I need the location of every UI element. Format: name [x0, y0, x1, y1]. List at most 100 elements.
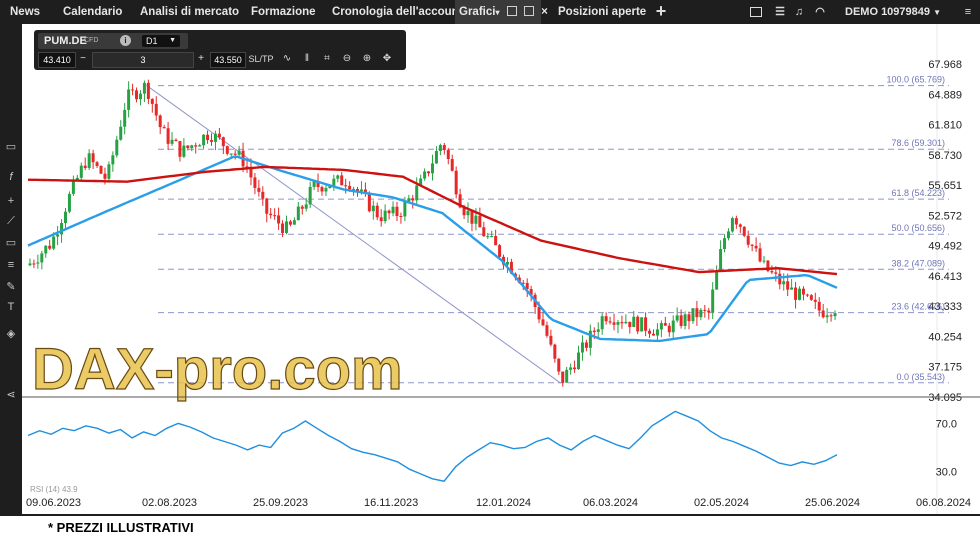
- text-icon[interactable]: T: [7, 301, 15, 313]
- drawing-icon[interactable]: ⌗: [324, 53, 330, 64]
- x-tick-label: 02.05.2024: [694, 497, 749, 509]
- candle-body: [423, 171, 427, 179]
- function-icon[interactable]: f: [9, 171, 13, 183]
- candle-body: [257, 187, 261, 192]
- bell-icon[interactable]: ♫: [794, 6, 804, 18]
- tab-posizioni-aperte[interactable]: Posizioni aperte: [558, 6, 647, 18]
- fibonacci-icon[interactable]: ≡: [7, 259, 15, 271]
- candle-body: [210, 140, 214, 142]
- candle-body: [253, 177, 257, 188]
- candle-body: [687, 314, 691, 322]
- minus-icon[interactable]: −: [80, 53, 86, 64]
- trendline-icon[interactable]: ⟋: [7, 215, 15, 227]
- candle-body: [498, 245, 502, 257]
- y-tick-label: 61.810: [928, 120, 962, 132]
- candle-body: [411, 198, 415, 201]
- chart-area[interactable]: 67.968 64.889 61.810 58.730 55.651 52.572 49.4…: [22, 24, 980, 514]
- account-info[interactable]: DEMO 10979849 ▼: [845, 0, 941, 24]
- oscillator-tick-label: 30.0: [936, 467, 957, 479]
- divider: [0, 514, 980, 516]
- sltp-button[interactable]: SL/TP: [248, 54, 274, 64]
- symbol-selector[interactable]: PUM.DE CFD i D1 ▼: [38, 33, 188, 49]
- candle-body: [719, 249, 723, 271]
- indicator-icon[interactable]: ǁ: [304, 53, 310, 64]
- price-chart[interactable]: 67.968 64.889 61.810 58.730 55.651 52.572 49.4…: [22, 24, 980, 514]
- candle-body: [296, 206, 300, 221]
- zoom-out-icon[interactable]: ⊖: [342, 53, 352, 64]
- crosshair-icon[interactable]: ✥: [382, 53, 392, 64]
- candle-body: [580, 342, 584, 353]
- popout-icon[interactable]: [506, 6, 517, 16]
- zoom-in-icon[interactable]: ⊕: [362, 53, 372, 64]
- oscillator-label: RSI (14) 43.9: [30, 485, 78, 494]
- candle-body: [502, 256, 506, 265]
- candle-body: [442, 145, 446, 150]
- share-icon[interactable]: ⋖: [6, 389, 16, 401]
- tab-news[interactable]: News: [10, 6, 41, 18]
- candle-body: [742, 226, 746, 236]
- candle-body: [75, 177, 79, 180]
- candle-body: [537, 307, 541, 320]
- brush-icon[interactable]: ✎: [6, 281, 16, 293]
- hamburger-icon[interactable]: ≡: [964, 6, 972, 18]
- candle-body: [312, 181, 316, 187]
- timeframe-selector[interactable]: D1 ▼: [142, 35, 180, 47]
- disclaimer-text: * PREZZI ILLUSTRATIVI: [48, 520, 194, 535]
- fib-level-label: 50.0 (50.656): [891, 223, 945, 233]
- tab-grafici-label: Grafici: [459, 6, 496, 18]
- buy-button[interactable]: 43.550: [210, 52, 246, 68]
- candle-body: [723, 238, 727, 250]
- plus-icon[interactable]: +: [198, 53, 204, 64]
- candle-body: [577, 352, 581, 370]
- candle-body: [71, 179, 75, 194]
- candle-body: [509, 261, 513, 274]
- candle-body: [67, 193, 71, 212]
- candle-body: [545, 325, 549, 336]
- settings-sliders-icon[interactable]: ☰: [775, 6, 785, 18]
- candle-body: [170, 139, 174, 144]
- candle-body: [490, 236, 494, 238]
- candle-body: [99, 165, 103, 174]
- tab-cronologia-account[interactable]: Cronologia dell'account: [332, 6, 463, 18]
- candle-body: [142, 82, 146, 94]
- quantity-input[interactable]: 3: [92, 52, 194, 68]
- x-tick-label: 25.09.2023: [253, 497, 308, 509]
- candle-body: [695, 308, 699, 318]
- info-icon[interactable]: i: [120, 35, 131, 46]
- rectangle-icon[interactable]: ▭: [5, 237, 17, 249]
- candle-body: [561, 371, 565, 383]
- candle-body: [249, 166, 253, 178]
- candle-body: [56, 234, 60, 237]
- fib-level-label: 61.8 (54.223): [891, 188, 945, 198]
- candle-body: [150, 98, 154, 104]
- monitor-icon[interactable]: ▭: [5, 141, 17, 153]
- tab-formazione[interactable]: Formazione: [251, 6, 316, 18]
- candle-body: [328, 185, 332, 189]
- candle-body: [494, 236, 498, 246]
- candle-body: [683, 314, 687, 326]
- monitor-icon[interactable]: [750, 7, 762, 17]
- wifi-icon: ◠: [815, 6, 825, 18]
- crosshair-icon[interactable]: +: [7, 195, 15, 207]
- candle-body: [198, 145, 202, 147]
- tab-calendario[interactable]: Calendario: [63, 6, 123, 18]
- add-tab-button[interactable]: +: [655, 1, 667, 21]
- candle-body: [715, 270, 719, 290]
- y-tick-label: 64.889: [928, 89, 962, 101]
- tab-grafici[interactable]: Grafici▾ ×: [455, 0, 548, 24]
- layers-icon[interactable]: ◈: [6, 328, 16, 340]
- sell-button[interactable]: 43.410: [38, 52, 76, 68]
- candle-body: [162, 127, 166, 129]
- candle-body: [458, 194, 462, 208]
- candle-body: [616, 322, 620, 325]
- tab-analisi-di-mercato[interactable]: Analisi di mercato: [140, 6, 240, 18]
- candle-body: [269, 213, 273, 216]
- line-chart-icon[interactable]: ∿: [282, 53, 292, 64]
- candle-body: [344, 185, 348, 187]
- y-tick-label: 43.333: [928, 301, 962, 313]
- maximize-icon[interactable]: [523, 6, 534, 16]
- close-icon[interactable]: ×: [541, 6, 548, 18]
- candle-body: [119, 126, 123, 140]
- candle-body: [292, 220, 296, 225]
- candle-body: [367, 193, 371, 212]
